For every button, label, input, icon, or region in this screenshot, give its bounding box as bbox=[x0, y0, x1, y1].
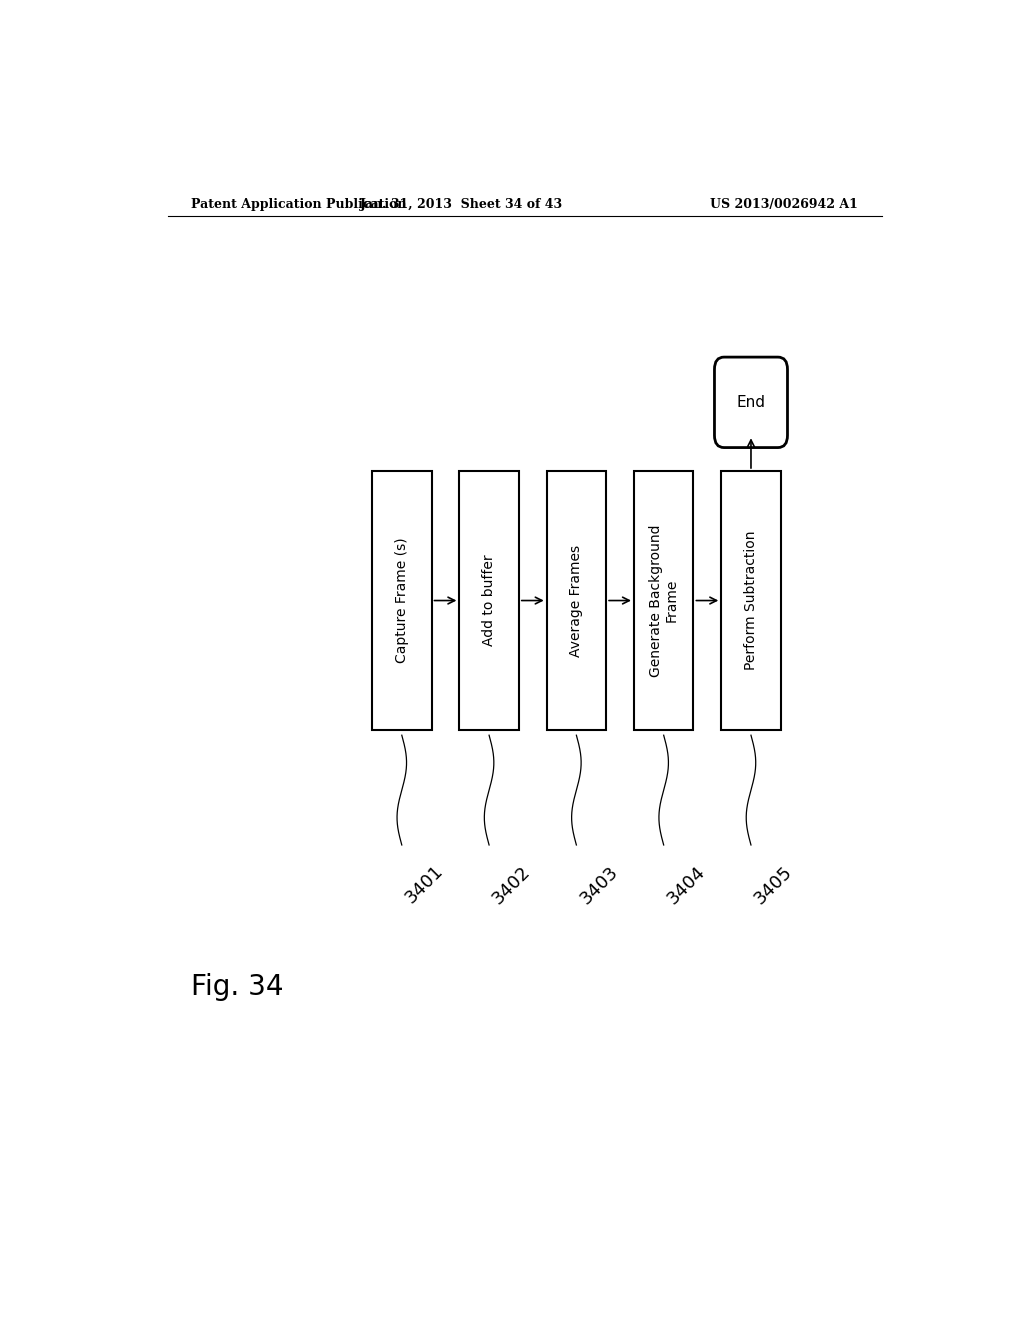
Text: Capture Frame (s): Capture Frame (s) bbox=[395, 537, 409, 664]
Text: Average Frames: Average Frames bbox=[569, 544, 584, 656]
Bar bbox=[634, 471, 693, 730]
Bar bbox=[721, 471, 780, 730]
Text: 3401: 3401 bbox=[401, 862, 446, 907]
Text: Fig. 34: Fig. 34 bbox=[191, 973, 284, 1001]
FancyBboxPatch shape bbox=[715, 358, 787, 447]
Text: Add to buffer: Add to buffer bbox=[482, 554, 496, 647]
Text: US 2013/0026942 A1: US 2013/0026942 A1 bbox=[711, 198, 858, 211]
Bar bbox=[460, 471, 519, 730]
Text: 3405: 3405 bbox=[751, 862, 796, 907]
Text: Patent Application Publication: Patent Application Publication bbox=[191, 198, 407, 211]
Bar bbox=[547, 471, 606, 730]
Text: 3404: 3404 bbox=[664, 862, 709, 907]
Bar bbox=[372, 471, 431, 730]
Text: Jan. 31, 2013  Sheet 34 of 43: Jan. 31, 2013 Sheet 34 of 43 bbox=[359, 198, 563, 211]
Text: Perform Subtraction: Perform Subtraction bbox=[744, 531, 758, 671]
Text: 3402: 3402 bbox=[489, 862, 535, 907]
Text: End: End bbox=[736, 395, 766, 409]
Text: Generate Background
Frame: Generate Background Frame bbox=[648, 524, 679, 677]
Text: 3403: 3403 bbox=[577, 862, 622, 907]
